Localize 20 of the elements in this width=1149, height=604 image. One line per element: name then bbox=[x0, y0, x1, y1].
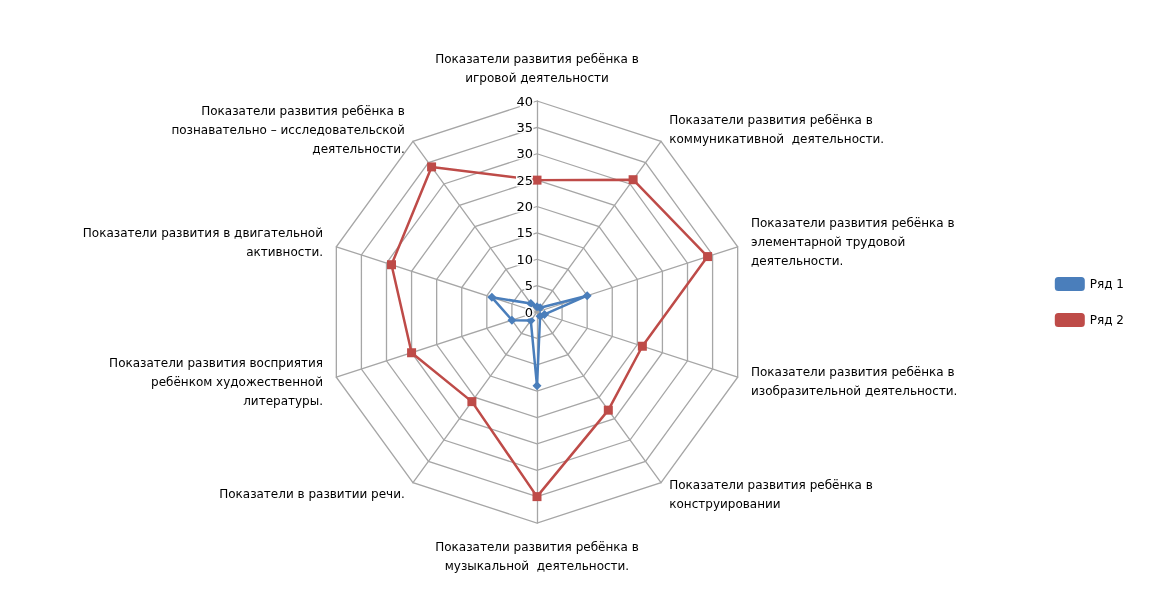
legend-label: Ряд 2 bbox=[1089, 313, 1124, 327]
spoke-label: Показатели развития ребёнка в познавательно – исследовательской деятельности. bbox=[171, 103, 405, 156]
spoke-label: Показатели развития ребёнка в конструировании bbox=[669, 477, 873, 511]
y-tick-label: 5 bbox=[524, 278, 533, 294]
legend-label: Ряд 1 bbox=[1089, 277, 1124, 291]
y-tick-label: 15 bbox=[516, 225, 533, 241]
y-tick-label: 0 bbox=[524, 304, 533, 320]
y-tick-label: 30 bbox=[516, 146, 533, 162]
spoke-label: Показатели развития ребёнка в музыкальной деятельности. bbox=[435, 539, 639, 573]
spoke-label: Показатели развития ребёнка в изобразительной деятельности. bbox=[750, 365, 958, 399]
spoke-label: Показатели развития ребёнка в игровой деятельности bbox=[435, 51, 639, 85]
y-tick-label: 10 bbox=[516, 251, 533, 267]
spoke-label: Показатели развития в двигательной активности. bbox=[82, 225, 324, 259]
spoke-label: Показатели развития ребёнка в элементарной трудовой деятельности. bbox=[750, 216, 955, 269]
spoke-label: Показатели развития восприятия ребёнком художественной литературы. bbox=[109, 355, 324, 408]
y-tick-label: 35 bbox=[516, 119, 533, 135]
spoke-label: Показатели развития ребёнка в коммуникативной деятельности. bbox=[669, 113, 885, 147]
y-tick-label: 20 bbox=[516, 199, 533, 214]
spoke-label: Показатели в развитии речи. bbox=[219, 487, 405, 502]
y-tick-label: 40 bbox=[516, 93, 533, 109]
